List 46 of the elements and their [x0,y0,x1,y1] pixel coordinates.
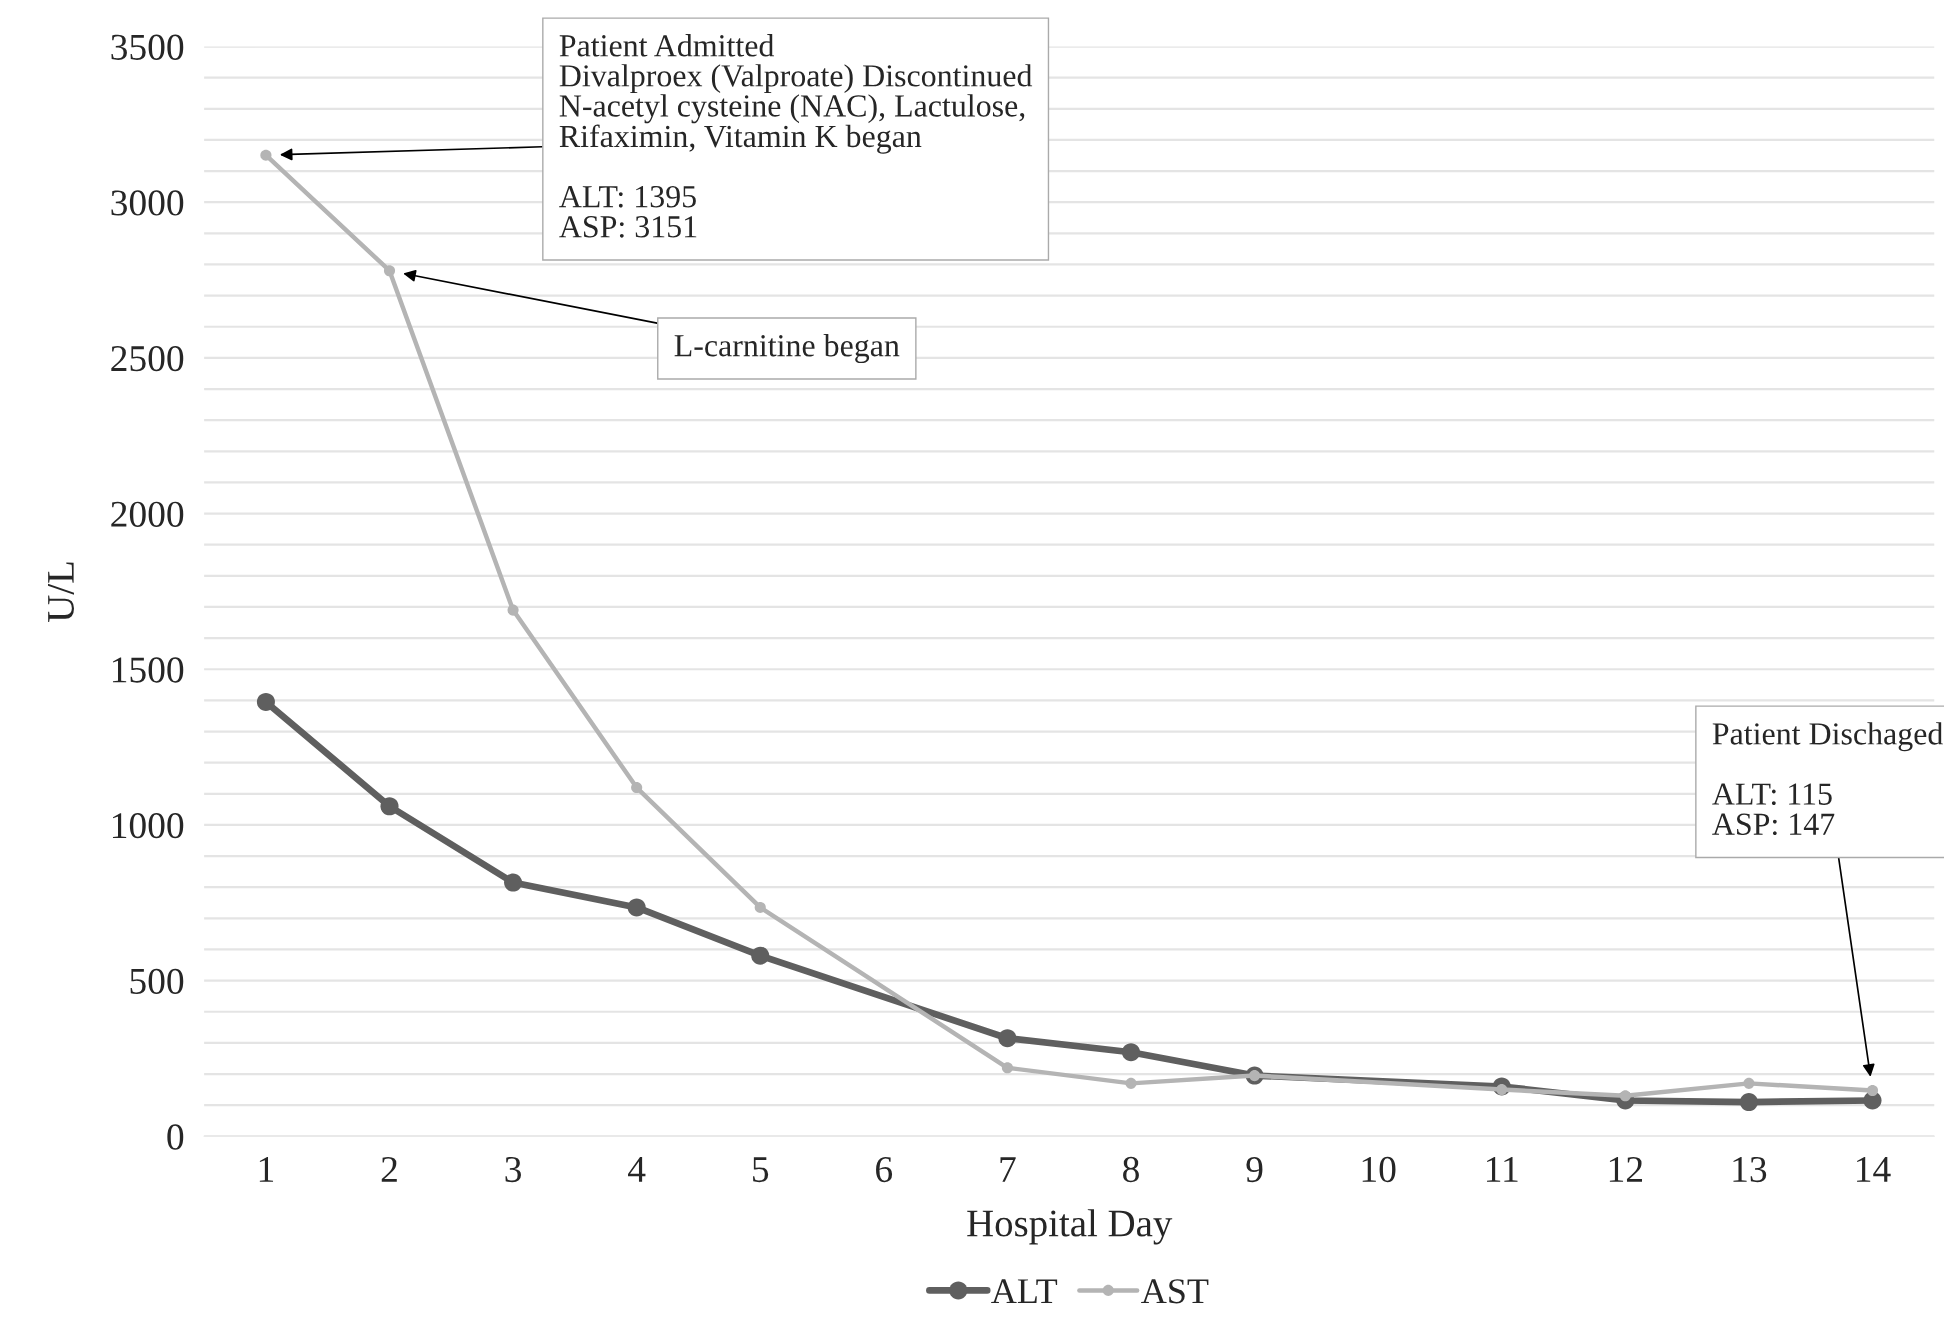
annotation: L-carnitine began [674,334,900,364]
y-tick-label: 1500 [112,657,184,683]
y-axis-title: U/L [47,562,74,622]
legend-label: ALT [991,1279,1058,1304]
point [754,901,766,913]
point [507,604,519,616]
x-tick-label: 1 [259,1157,274,1182]
y-tick-label: 3500 [111,34,184,60]
x-tick-label: 10 [1362,1156,1396,1183]
x-tick-label: 6 [876,1156,893,1183]
y-tick-label: 500 [130,968,184,994]
point [1121,1043,1141,1062]
point [627,898,646,917]
point [380,797,399,816]
x-tick-label: 11 [1486,1157,1518,1182]
legend-label: AST [1141,1279,1209,1304]
y-tick-label: 3000 [111,190,184,216]
x-tick-label: 4 [628,1157,646,1182]
x-tick-label: 5 [753,1157,769,1183]
annotation: Patient Dischaged ALT: 115 ASP: 147 [1712,722,1943,836]
point [1001,1062,1013,1074]
y-tick-label: 2000 [111,501,184,527]
point [504,873,523,892]
point [1866,1084,1879,1097]
point [260,149,272,161]
point [631,782,643,794]
point [1743,1077,1755,1089]
x-tick-label: 9 [1246,1156,1263,1183]
x-axis-title: Hospital Day [967,1209,1173,1245]
y-tick-label: 1000 [112,813,184,839]
point [1739,1093,1758,1112]
point [1125,1077,1137,1089]
point [998,1029,1017,1048]
x-tick-label: 2 [381,1156,397,1182]
point [256,692,275,711]
y-tick-label: 2500 [111,345,184,372]
x-tick-label: 3 [505,1156,521,1183]
x-tick-label: 8 [1123,1156,1139,1183]
y-tick-label: 0 [167,1124,184,1150]
x-tick-label: 14 [1857,1157,1891,1182]
annotation: Patient Admitted Divalproex (Valproate) Discontinued N-acetyl cysteine (NAC), Lactulose, Rifaximin, Vitamin K began ALT: 1395 ASP: 3151 [559,34,1033,238]
x-tick-label: 7 [1000,1157,1016,1182]
x-tick-label: 13 [1733,1156,1767,1183]
point [383,265,396,277]
x-tick-label: 12 [1609,1156,1642,1182]
point [751,946,770,965]
